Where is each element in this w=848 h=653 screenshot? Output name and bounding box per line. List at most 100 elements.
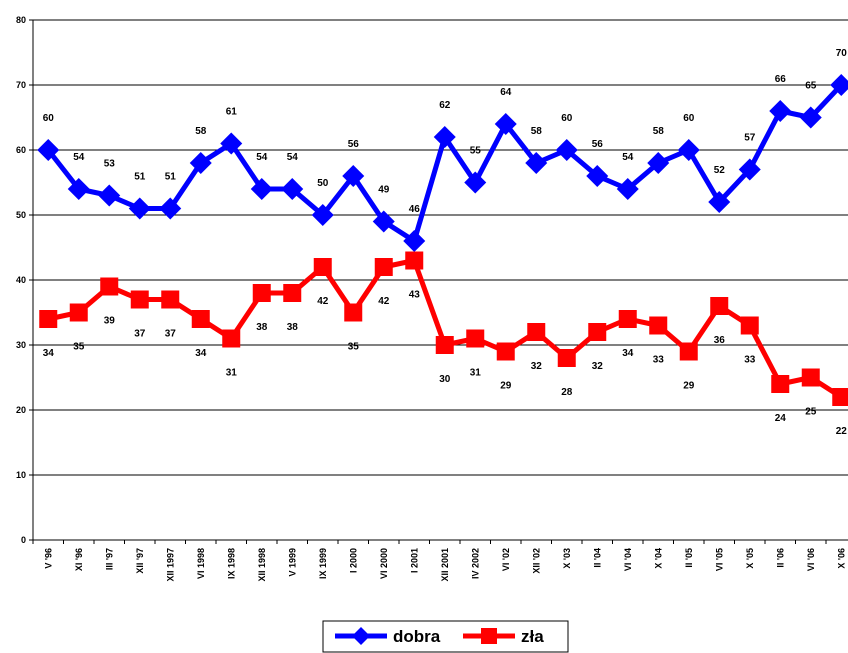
data-label: 56 (592, 139, 604, 150)
data-label: 30 (439, 374, 451, 385)
x-tick-label: XII 2001 (440, 548, 450, 582)
marker (252, 284, 271, 302)
marker (313, 258, 332, 276)
data-label: 39 (104, 316, 116, 327)
legend-label: zła (521, 627, 544, 646)
marker (435, 336, 454, 354)
x-tick-label: XII '97 (135, 548, 145, 574)
marker (832, 388, 848, 406)
legend-marker (481, 628, 497, 644)
data-label: 53 (104, 159, 116, 170)
marker (344, 303, 363, 322)
data-label: 54 (73, 152, 85, 163)
marker (677, 139, 700, 161)
marker (374, 258, 393, 276)
data-label: 57 (744, 133, 756, 144)
marker (555, 139, 578, 161)
marker (830, 74, 848, 96)
x-tick-label: X '06 (836, 548, 846, 569)
x-tick-label: VI '04 (623, 548, 633, 571)
marker (342, 165, 365, 187)
marker (128, 197, 151, 220)
data-label: 61 (226, 107, 238, 118)
legend-label: dobra (393, 627, 441, 646)
marker (372, 210, 395, 233)
marker (69, 303, 88, 322)
data-label: 56 (348, 139, 360, 150)
marker (738, 158, 761, 181)
data-label: 43 (409, 290, 421, 301)
y-tick-label: 70 (16, 80, 26, 90)
marker (649, 316, 668, 335)
data-label: 49 (378, 185, 390, 196)
marker (679, 342, 698, 361)
marker (67, 178, 90, 200)
data-label: 38 (287, 322, 299, 333)
data-label: 54 (622, 152, 634, 163)
x-tick-label: I 2000 (348, 548, 358, 573)
marker (283, 284, 302, 302)
x-tick-label: VI '06 (806, 548, 816, 571)
data-label: 34 (43, 348, 55, 359)
x-tick-label: VI 1998 (196, 548, 206, 579)
data-label: 55 (470, 146, 482, 157)
legend-marker (352, 627, 370, 645)
data-label: 60 (683, 113, 695, 124)
marker (222, 329, 241, 348)
marker (159, 197, 182, 220)
data-label: 31 (470, 368, 482, 379)
x-tick-label: V 1999 (287, 548, 297, 577)
data-label: 37 (134, 329, 146, 340)
marker (527, 323, 546, 341)
data-label: 38 (256, 322, 268, 333)
x-tick-label: XII 1997 (165, 548, 175, 582)
y-tick-label: 30 (16, 340, 26, 350)
data-label: 54 (256, 152, 268, 163)
marker (37, 139, 60, 161)
data-label: 66 (775, 74, 787, 85)
x-tick-label: II '04 (592, 548, 602, 568)
data-label: 22 (836, 426, 848, 437)
marker (801, 368, 820, 387)
y-tick-label: 80 (16, 15, 26, 25)
y-tick-label: 50 (16, 210, 26, 220)
data-label: 33 (744, 355, 756, 366)
data-label: 70 (836, 48, 848, 59)
data-label: 34 (195, 348, 207, 359)
marker (525, 152, 548, 174)
marker (557, 349, 576, 367)
marker (740, 316, 759, 335)
marker (100, 277, 119, 296)
marker (250, 178, 273, 200)
marker (281, 178, 304, 200)
marker (39, 310, 58, 328)
x-tick-label: VI 2000 (379, 548, 389, 579)
x-tick-label: IX 1998 (226, 548, 236, 579)
data-label: 42 (317, 296, 329, 307)
data-label: 60 (43, 113, 55, 124)
data-label: 28 (561, 387, 573, 398)
data-label: 51 (165, 172, 177, 183)
x-tick-label: X '04 (653, 548, 663, 569)
marker (98, 184, 121, 207)
x-tick-label: II '05 (684, 548, 694, 568)
x-tick-label: II '06 (775, 548, 785, 568)
marker (588, 323, 607, 341)
data-label: 36 (714, 335, 726, 346)
data-label: 42 (378, 296, 390, 307)
legend: dobra zła (322, 620, 569, 653)
marker (311, 204, 334, 226)
marker (710, 297, 729, 315)
data-label: 64 (500, 87, 512, 98)
data-label: 35 (73, 342, 85, 353)
data-label: 51 (134, 172, 146, 183)
data-label: 65 (805, 81, 817, 92)
x-tick-label: IX 1999 (318, 548, 328, 579)
data-label: 50 (317, 178, 329, 189)
data-label: 25 (805, 407, 817, 418)
x-tick-label: XII '02 (531, 548, 541, 574)
y-tick-label: 40 (16, 275, 26, 285)
x-tick-label: IV 2002 (470, 548, 480, 579)
marker (466, 329, 485, 348)
marker (464, 171, 487, 194)
